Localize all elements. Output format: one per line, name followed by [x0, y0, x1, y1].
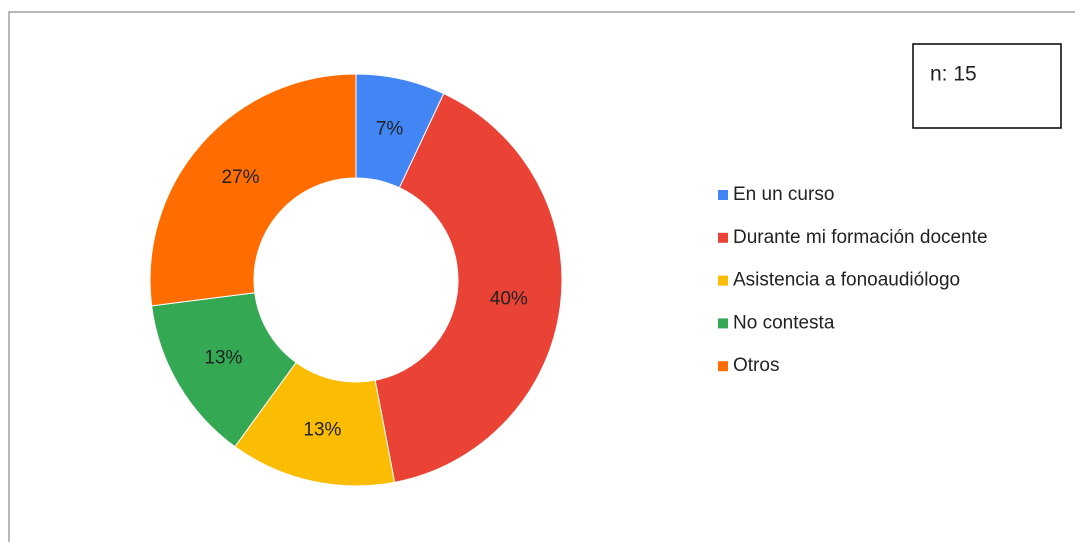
slice-label: 7%	[376, 119, 404, 140]
slice-label: 13%	[204, 347, 242, 368]
slice	[151, 292, 297, 448]
legend-swatch	[718, 361, 728, 372]
slice	[149, 73, 357, 307]
legend-swatch	[718, 232, 728, 243]
slice-label: 27%	[221, 167, 259, 188]
legend-label: No contesta	[733, 312, 835, 333]
slice-label: 13%	[303, 419, 341, 440]
annotation: n: 15	[930, 63, 977, 86]
legend-label: Otros	[733, 355, 779, 376]
legend-label: Durante mi formación docente	[733, 227, 988, 248]
legend-swatch	[718, 190, 728, 200]
slice	[234, 361, 396, 487]
slice-label: 40%	[490, 288, 528, 309]
slice	[374, 92, 563, 483]
legend-label: En un curso	[733, 184, 834, 205]
legend-label: Asistencia a fonoaudiólogo	[733, 270, 960, 291]
legend-swatch	[718, 275, 728, 286]
annotation-box	[912, 43, 1062, 129]
chart-frame	[8, 11, 1075, 542]
legend-swatch	[718, 318, 728, 329]
